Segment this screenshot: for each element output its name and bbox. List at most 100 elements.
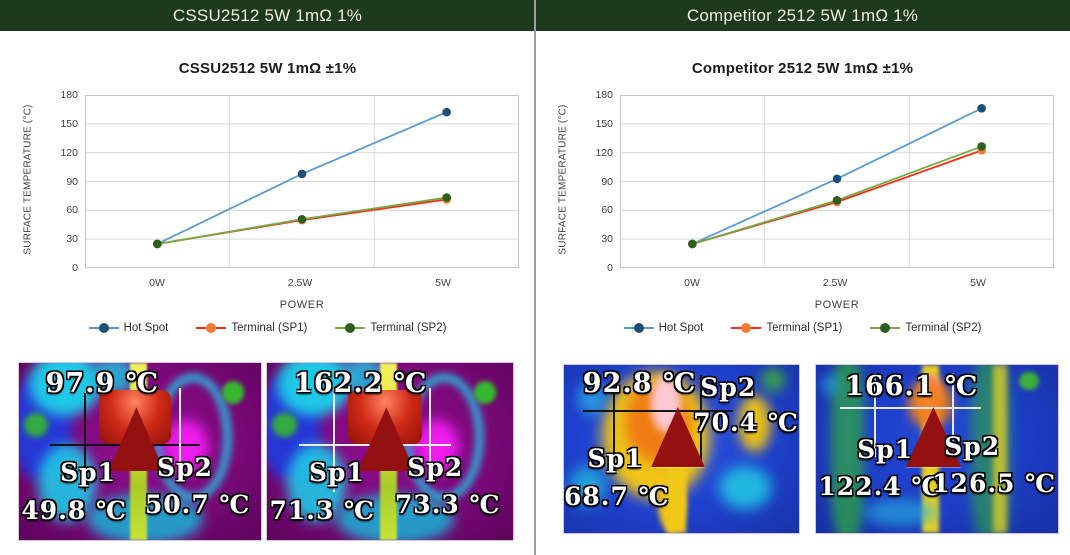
sp1-temp-label: 68.7 ℃ [564, 482, 670, 512]
sp1-label: Sp1 [60, 458, 117, 488]
x-tick: 5W [970, 277, 986, 289]
y-axis-label: SURFACE TEMPERATURE (°C) [557, 104, 569, 255]
thermal-blob [820, 375, 841, 396]
sp1-label: Sp1 [587, 443, 644, 473]
thermal-blob [1019, 371, 1039, 391]
legend-marker-icon [731, 323, 762, 333]
sp2-temp-label: 73.3 ℃ [394, 490, 501, 520]
sp1-temp-label: 122.4 ℃ [818, 472, 943, 502]
thermal-blob [222, 380, 245, 404]
thermal-image-2-5w: 97.9 ℃ Sp1 49.8 ℃ Sp2 50.7 ℃ [18, 362, 262, 541]
thermal-blob [719, 465, 771, 510]
crosshair-line [840, 407, 981, 409]
panel-header: CSSU2512 5W 1mΩ 1% [0, 0, 535, 31]
sp1-label: Sp1 [857, 435, 914, 465]
legend-item: Hot Spot [88, 322, 169, 334]
panel-divider [534, 0, 536, 555]
thermal-blob [271, 412, 297, 438]
y-tick: 180 [60, 89, 78, 101]
crosshair-line [178, 387, 181, 484]
y-tick: 0 [72, 262, 78, 274]
sp2-temp-label: 70.4 ℃ [693, 408, 799, 438]
y-tick: 180 [595, 89, 613, 101]
crosshair-line [874, 373, 877, 458]
crosshair-line [700, 375, 703, 463]
crosshair-line [951, 373, 954, 458]
thermal-image-2-5w: 92.8 ℃ Sp2 70.4 ℃ Sp1 68.7 ℃ [563, 364, 800, 534]
legend-label: Hot Spot [658, 322, 704, 334]
thermal-blob [992, 365, 1008, 533]
legend-marker-icon [623, 323, 654, 333]
x-axis-label: POWER [814, 299, 860, 311]
thermal-art [19, 363, 261, 540]
line-chart [85, 95, 519, 268]
y-tick: 120 [60, 147, 78, 159]
x-tick: 2.5W [822, 277, 848, 289]
y-tick: 150 [60, 118, 78, 130]
thermal-blob [276, 363, 351, 417]
legend-label: Terminal (SP1) [766, 322, 843, 334]
y-tick: 60 [66, 204, 78, 216]
thermal-stripe [667, 469, 687, 533]
y-tick: 30 [601, 233, 613, 245]
thermal-blob [864, 499, 937, 527]
crosshair-line [429, 387, 432, 484]
panel-header-title: CSSU2512 5W 1mΩ 1% [172, 5, 363, 25]
x-tick: 0W [684, 277, 700, 289]
sp2-temp-label: 126.5 ℃ [932, 468, 1057, 498]
hotspot-temp-label: 92.8 ℃ [582, 368, 697, 400]
hotspot-temp-label: 162.2 ℃ [294, 368, 428, 400]
legend-marker-icon [196, 323, 227, 333]
y-tick: 0 [607, 262, 613, 274]
crosshair-line [84, 393, 87, 493]
thermal-art [267, 363, 513, 540]
legend-label: Terminal (SP2) [370, 322, 447, 334]
thermal-blob [737, 395, 771, 453]
hotspot-temp-label: 166.1 ℃ [845, 371, 979, 403]
sp1-label: Sp1 [308, 458, 365, 488]
sp2-label: Sp2 [944, 431, 1001, 461]
sp1-temp-label: 71.3 ℃ [269, 495, 376, 525]
y-tick: 90 [66, 176, 78, 188]
legend-marker-icon [88, 323, 119, 333]
hotspot-temp-label: 97.9 ℃ [45, 368, 160, 400]
sp2-label: Sp2 [407, 453, 464, 483]
thermal-image-5w: 166.1 ℃ Sp1 122.4 ℃ Sp2 126.5 ℃ [815, 364, 1059, 534]
thermal-blob [568, 465, 607, 507]
x-tick: 5W [435, 277, 451, 289]
y-tick: 90 [601, 176, 613, 188]
legend-label: Terminal (SP2) [905, 322, 982, 334]
y-tick: 150 [595, 118, 613, 130]
thermal-blob [473, 380, 496, 404]
chart-legend: Hot Spot Terminal (SP1) Terminal (SP2) [535, 322, 1070, 334]
legend-item: Terminal (SP2) [870, 322, 981, 334]
crosshair-line [613, 375, 616, 463]
y-tick: 30 [66, 233, 78, 245]
sp2-label: Sp2 [700, 373, 757, 403]
y-axis-label: SURFACE TEMPERATURE (°C) [22, 104, 34, 255]
legend-item: Terminal (SP1) [731, 322, 842, 334]
y-tick: 60 [601, 204, 613, 216]
chart-title: CSSU2512 5W 1mΩ ±1% [178, 60, 357, 77]
legend-item: Terminal (SP2) [335, 322, 446, 334]
chart-legend: Hot Spot Terminal (SP1) Terminal (SP2) [0, 322, 535, 334]
legend-label: Hot Spot [123, 322, 169, 334]
thermal-blob [23, 412, 49, 438]
sp2-label: Sp2 [156, 453, 213, 483]
thermal-blob [28, 363, 102, 417]
y-tick: 120 [595, 147, 613, 159]
thermal-art [564, 365, 799, 533]
sp1-temp-label: 49.8 ℃ [21, 495, 127, 525]
thermal-art [816, 365, 1058, 533]
thermal-blob [578, 381, 607, 416]
panel-cssu2512: CSSU2512 5W 1mΩ 1% CSSU2512 5W 1mΩ ±1% S… [0, 0, 535, 541]
crosshair-line [333, 393, 336, 493]
legend-item: Terminal (SP1) [196, 322, 307, 334]
panel-competitor: Competitor 2512 5W 1mΩ 1% Competitor 251… [535, 0, 1070, 555]
thermal-blob [38, 444, 97, 523]
legend-marker-icon [335, 323, 366, 333]
chart-title: Competitor 2512 5W 1mΩ ±1% [691, 60, 914, 77]
legend-label: Terminal (SP1) [231, 322, 308, 334]
x-tick: 2.5W [287, 277, 313, 289]
